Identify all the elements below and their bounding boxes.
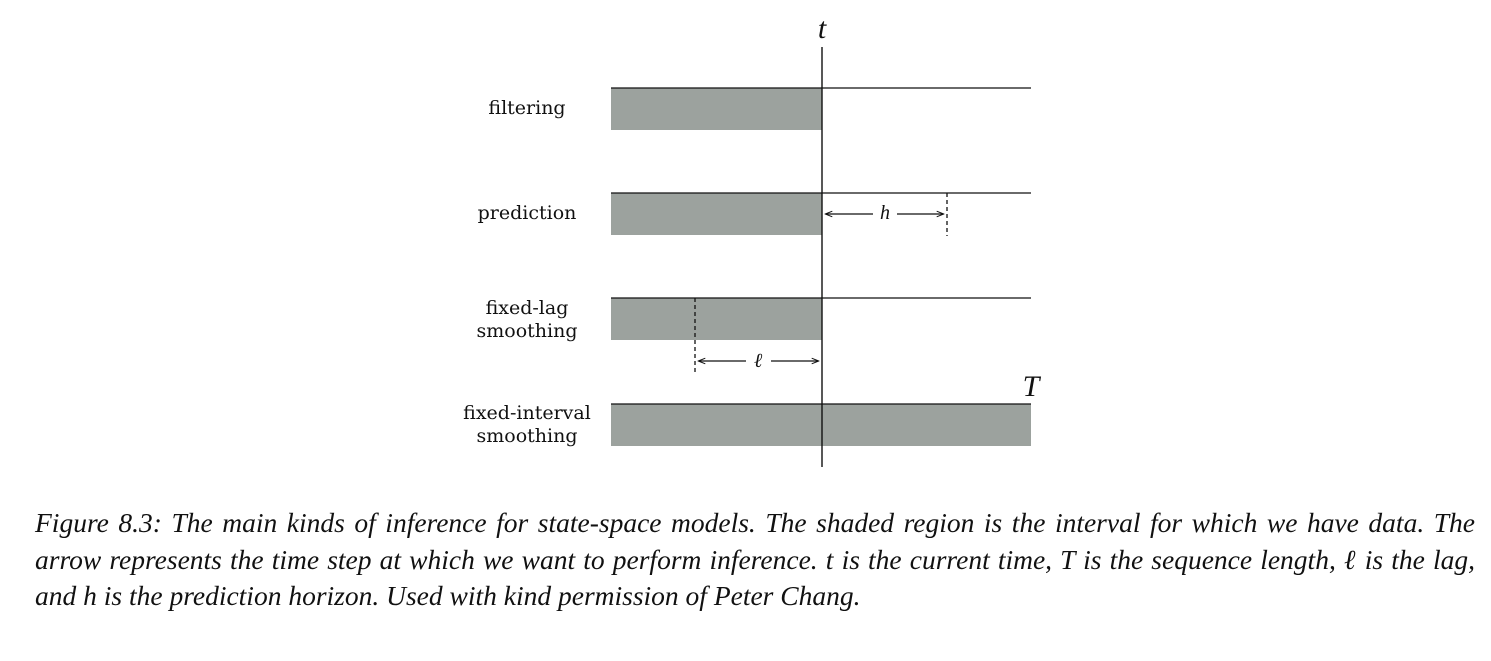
fixed-lag-label-line1: fixed-lag [486,297,569,319]
current-time-label: t [818,12,827,45]
row-fixed-interval: fixed-interval smoothing T [463,370,1041,447]
fixed-interval-label-line2: smoothing [477,425,578,447]
row-filtering: filtering [488,87,1031,130]
fixed-lag-shaded-interval [611,298,822,340]
filtering-shaded-interval [611,88,822,130]
lag-label: ℓ [754,350,763,372]
row-prediction: prediction h [478,192,1031,236]
figure-caption: Figure 8.3: The main kinds of inference … [35,507,1475,611]
sequence-end-label: T [1023,370,1042,403]
inference-diagram: filtering prediction h fixed-lag smoothi… [463,12,1042,467]
prediction-label: prediction [478,202,577,224]
fixed-interval-shaded-interval [611,404,1031,446]
fixed-lag-label-line2: smoothing [477,320,578,342]
filtering-label: filtering [488,97,565,119]
prediction-shaded-interval [611,193,822,235]
fixed-interval-label-line1: fixed-interval [463,402,591,424]
row-fixed-lag: fixed-lag smoothing ℓ [477,297,1031,375]
horizon-label: h [880,202,890,224]
